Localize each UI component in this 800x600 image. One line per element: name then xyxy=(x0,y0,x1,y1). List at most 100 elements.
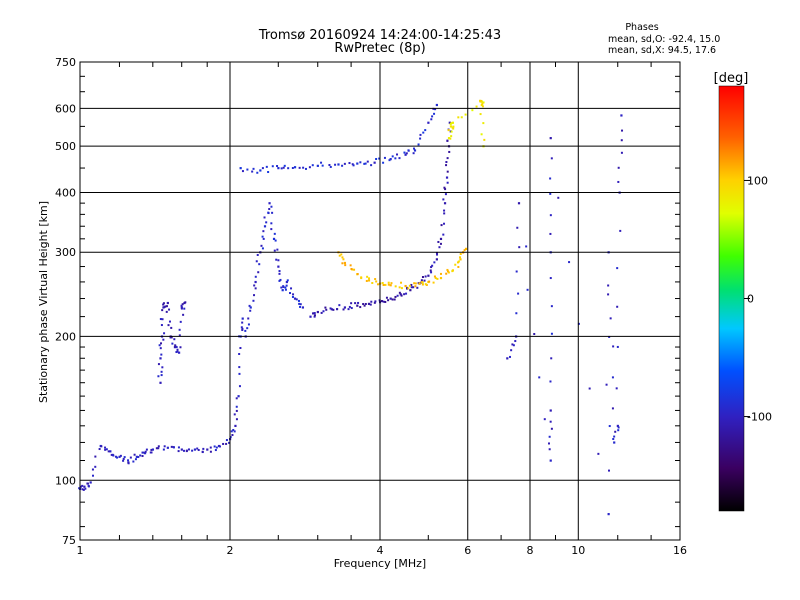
data-point xyxy=(181,303,184,306)
data-point xyxy=(526,288,529,291)
data-point xyxy=(549,137,552,140)
data-point xyxy=(151,448,155,451)
data-point xyxy=(129,456,132,459)
data-point xyxy=(278,270,281,273)
data-point xyxy=(350,307,353,310)
data-point xyxy=(164,305,167,308)
data-point xyxy=(325,308,328,311)
data-point xyxy=(168,308,171,311)
data-point xyxy=(549,277,552,280)
data-point xyxy=(270,228,273,231)
data-point xyxy=(209,446,212,449)
data-point xyxy=(436,277,439,280)
data-point xyxy=(449,125,453,128)
data-point xyxy=(435,103,438,107)
data-point xyxy=(175,351,178,354)
data-point xyxy=(301,306,305,309)
data-point xyxy=(273,232,276,235)
data-point xyxy=(87,484,90,487)
data-point xyxy=(431,264,434,267)
data-point xyxy=(176,350,179,353)
data-point xyxy=(447,137,451,140)
data-point xyxy=(611,376,614,379)
phases-heading: Phases xyxy=(625,22,658,33)
data-point xyxy=(298,302,301,305)
data-point xyxy=(420,279,423,282)
data-point xyxy=(356,273,359,276)
data-point xyxy=(321,164,324,167)
data-point xyxy=(612,345,615,348)
data-point xyxy=(619,229,622,232)
data-point xyxy=(267,211,270,214)
data-point xyxy=(364,162,367,165)
data-point xyxy=(385,296,388,299)
data-point xyxy=(235,409,238,412)
data-point xyxy=(257,271,260,274)
y-tick-label: 500 xyxy=(55,140,76,153)
data-point xyxy=(163,445,166,448)
data-point xyxy=(235,397,238,400)
data-point xyxy=(374,300,377,303)
data-point xyxy=(608,335,611,338)
data-point xyxy=(394,285,397,288)
data-point xyxy=(286,279,289,282)
data-point xyxy=(285,280,288,284)
data-point xyxy=(265,221,268,224)
data-point xyxy=(282,286,285,289)
data-point xyxy=(167,324,170,327)
data-point xyxy=(400,281,403,284)
data-point xyxy=(446,268,449,271)
data-point xyxy=(280,286,283,289)
data-point xyxy=(142,451,145,454)
data-point xyxy=(375,157,378,160)
data-point xyxy=(404,284,407,288)
data-point xyxy=(160,370,163,373)
data-point xyxy=(430,271,433,274)
data-point xyxy=(460,116,463,119)
colorbar-tick-label: -100 xyxy=(747,411,772,424)
data-point xyxy=(241,329,244,332)
data-point xyxy=(438,246,441,249)
data-point xyxy=(446,181,449,184)
data-point xyxy=(116,456,119,459)
data-point xyxy=(444,188,447,191)
data-point xyxy=(259,169,262,172)
data-point xyxy=(373,161,376,164)
data-point xyxy=(525,245,528,248)
data-point xyxy=(94,465,97,468)
data-point xyxy=(281,289,284,292)
data-point xyxy=(457,265,460,268)
colorbar-ticks: 100 0 -100 xyxy=(744,174,772,424)
data-point xyxy=(81,488,84,491)
data-point xyxy=(308,166,311,169)
phases-mean-x: mean, sd,X: 94.5, 17.6 xyxy=(608,45,716,56)
y-axis-label: Stationary phase Virtual Height [km] xyxy=(37,201,50,403)
data-point xyxy=(246,168,249,171)
data-point xyxy=(268,208,271,211)
data-point xyxy=(177,351,181,354)
data-point xyxy=(400,287,403,290)
data-point xyxy=(107,450,110,453)
phases-mean-o: mean, sd,O: -92.4, 15.0 xyxy=(608,34,720,45)
data-point xyxy=(433,261,436,264)
data-point xyxy=(342,258,345,261)
data-point xyxy=(442,233,445,236)
data-point xyxy=(81,484,84,487)
x-axis-label: Frequency [MHz] xyxy=(334,557,426,570)
data-point xyxy=(84,487,87,490)
data-point xyxy=(262,237,265,240)
data-point xyxy=(312,312,315,315)
data-point xyxy=(482,122,485,125)
data-point xyxy=(244,329,247,332)
data-point xyxy=(550,157,553,160)
data-point xyxy=(343,162,346,165)
data-point xyxy=(399,293,402,296)
data-point xyxy=(449,137,452,140)
data-point xyxy=(127,462,130,465)
data-point xyxy=(144,450,147,453)
data-point xyxy=(238,372,241,375)
data-point xyxy=(439,237,443,241)
data-point xyxy=(615,387,618,390)
grid-layer xyxy=(80,62,680,540)
data-point xyxy=(162,448,165,451)
